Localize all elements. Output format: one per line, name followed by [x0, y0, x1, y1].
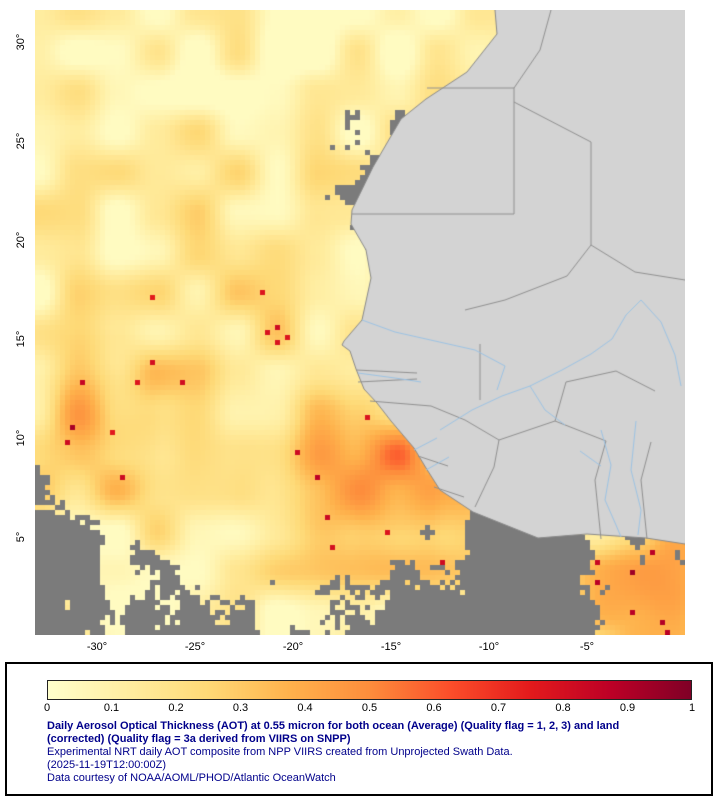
colorbar-tick-label: 0.3 [232, 702, 249, 714]
colorbar-tick-label: 0.9 [619, 702, 636, 714]
lat-tick-label: 25° [15, 132, 27, 150]
colorbar-tick-label: 0 [43, 702, 51, 714]
lon-tick-label: -15° [380, 641, 402, 653]
lon-tick-label: -5° [579, 641, 595, 653]
colorbar-ticks: 0 0.1 0.2 0.3 0.4 0.5 0.6 0.7 0.8 0.9 1 [43, 664, 696, 720]
colorbar-tick-label: 0.6 [426, 702, 442, 714]
lat-tick-label: 30° [15, 33, 27, 51]
caption: Daily Aerosol Optical Thickness (AOT) at… [47, 720, 665, 785]
colorbar-tick-label: 0.5 [361, 702, 378, 714]
colorbar-gradient [47, 680, 692, 700]
lon-tick-label: -25° [184, 641, 206, 653]
caption-line-credit: Data courtesy of NOAA/AOML/PHOD/Atlantic… [47, 772, 336, 784]
colorbar-tick-label: 0.4 [297, 702, 313, 714]
colorbar-tick-label: 1 [688, 702, 696, 714]
lon-tick-label: -10° [478, 641, 500, 653]
colorbar-tick-label: 0.7 [490, 702, 507, 714]
caption-line-composite: Experimental NRT daily AOT composite fro… [47, 746, 513, 758]
map-canvas [35, 10, 685, 635]
lon-tick-label: -30° [86, 641, 108, 653]
caption-title: Daily Aerosol Optical Thickness (AOT) at… [47, 720, 620, 745]
lat-tick-label: 15° [15, 330, 27, 348]
caption-line-timestamp: (2025-11-19T12:00:00Z) [47, 759, 167, 771]
colorbar-tick-label: 0.2 [168, 702, 184, 714]
lon-tick-label: -20° [282, 641, 304, 653]
legend-panel: 0 0.1 0.2 0.3 0.4 0.5 0.6 0.7 0.8 0.9 1 … [5, 662, 713, 796]
colorbar-tick-label: 0.8 [555, 702, 571, 714]
lat-tick-label: 20° [15, 231, 27, 249]
colorbar-tick-label: 0.1 [103, 702, 120, 714]
lat-tick-label: 10° [15, 429, 27, 447]
lat-tick-label: 5° [15, 531, 27, 543]
